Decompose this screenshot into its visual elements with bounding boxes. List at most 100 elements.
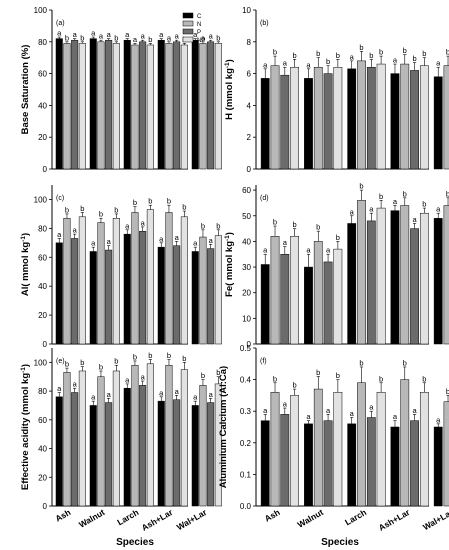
significance-letter: b — [114, 205, 118, 214]
bar-larch-c — [347, 68, 357, 170]
significance-letter: b — [359, 358, 363, 367]
significance-letter: a — [193, 239, 198, 248]
significance-letter: b — [293, 51, 297, 60]
bar-ash-c — [55, 38, 63, 170]
bar-walnut-c — [304, 78, 313, 170]
y-tick-label: 60 — [38, 70, 47, 79]
significance-letter: a — [350, 52, 355, 61]
significance-letter: a — [283, 59, 288, 68]
significance-letter: b — [273, 48, 277, 57]
significance-letter: a — [193, 393, 198, 402]
bar-ash-lar-n — [165, 43, 173, 170]
bar-wal-lar-n — [443, 205, 449, 345]
bar-ash-lar-p — [173, 41, 181, 170]
significance-letter: b — [80, 204, 84, 213]
x-tick-label: Walnut — [77, 507, 106, 530]
significance-letter: b — [403, 189, 407, 198]
panel-label: (e) — [56, 358, 65, 365]
legend-label-np: NP — [197, 38, 205, 44]
significance-letter: b — [412, 54, 416, 63]
bar-larch-c — [123, 387, 131, 507]
bar-wal-lar-p — [207, 41, 215, 170]
y-tick-label: 0 — [247, 340, 252, 349]
significance-letter: b — [446, 387, 449, 396]
significance-letter: b — [336, 51, 340, 60]
y-tick-label: 80 — [38, 387, 47, 396]
y-tick-label: 100 — [34, 195, 48, 204]
bar-larch-n — [357, 60, 366, 170]
bar-walnut-np — [112, 370, 120, 507]
bar-ash-np — [78, 370, 86, 507]
significance-letter: a — [393, 197, 398, 206]
significance-letter: b — [65, 360, 69, 369]
bar-walnut-c — [89, 251, 97, 345]
bar-ash-p — [280, 253, 290, 345]
significance-letter: a — [73, 380, 78, 389]
significance-letter: a — [326, 246, 331, 255]
bar-wal-lar-c — [191, 405, 199, 507]
significance-letter: a — [283, 238, 288, 247]
bar-walnut-c — [89, 405, 97, 507]
significance-letter: a — [306, 412, 311, 421]
significance-letter: b — [422, 200, 426, 209]
bar-ash-lar-np — [419, 391, 429, 507]
bar-ash-n — [63, 372, 71, 507]
significance-letter: b — [99, 362, 103, 371]
legend-swatch-p — [182, 28, 194, 35]
significance-letter: b — [379, 374, 383, 383]
significance-letter: b — [359, 182, 363, 191]
significance-letter: a — [125, 375, 130, 384]
bar-ash-np — [78, 216, 86, 345]
legend-label-n: N — [197, 22, 201, 28]
bar-larch-np — [146, 363, 154, 507]
x-axis-title-left: Species — [116, 537, 154, 548]
bar-ash-lar-np — [180, 369, 188, 507]
significance-letter: b — [114, 357, 118, 366]
y-tick-label: 0 — [43, 502, 48, 511]
y-tick-label: 30 — [242, 263, 251, 272]
bar-larch-n — [131, 44, 139, 170]
significance-letter: a — [436, 415, 441, 424]
bar-walnut-np — [333, 248, 343, 345]
significance-letter: a — [107, 237, 112, 246]
bar-wal-lar-np — [214, 235, 222, 345]
bar-walnut-p — [323, 73, 333, 170]
significance-letter: a — [57, 230, 62, 239]
significance-letter: b — [336, 233, 340, 242]
legend-swatch-n — [182, 20, 194, 27]
bar-ash-c — [55, 242, 63, 345]
bar-larch-np — [146, 209, 154, 345]
bar-ash-p — [280, 414, 290, 507]
significance-letter: a — [263, 246, 268, 255]
panel-label: (b) — [260, 20, 269, 27]
y-tick-label: 50 — [242, 212, 251, 221]
bar-ash-lar-np — [419, 65, 429, 170]
bar-ash-lar-n — [400, 205, 410, 345]
panel-label: (a) — [56, 20, 65, 27]
significance-letter: b — [403, 358, 407, 367]
panel-label: (c) — [56, 195, 64, 202]
y-tick-label: 0.2 — [240, 439, 252, 448]
bar-ash-lar-c — [157, 400, 165, 507]
significance-letter: a — [201, 33, 206, 42]
y-tick-label: 100 — [34, 6, 48, 15]
significance-letter: a — [159, 234, 164, 243]
bar-ash-c — [260, 264, 270, 345]
bar-ash-lar-c — [390, 210, 400, 345]
significance-letter: a — [209, 390, 214, 399]
bar-ash-lar-p — [410, 70, 419, 170]
significance-letter: a — [125, 221, 130, 230]
bar-wal-lar-c — [191, 39, 199, 170]
legend-swatch-c — [182, 12, 194, 19]
significance-letter: b — [216, 221, 220, 230]
x-tick-label: Ash — [53, 507, 72, 524]
significance-letter: b — [446, 48, 449, 57]
y-tick-label: 20 — [38, 311, 47, 320]
bar-wal-lar-n — [199, 43, 207, 170]
bar-ash-lar-p — [173, 245, 181, 345]
significance-letter: b — [273, 218, 277, 227]
bar-ash-lar-n — [400, 379, 410, 507]
bar-ash-p — [280, 74, 290, 170]
